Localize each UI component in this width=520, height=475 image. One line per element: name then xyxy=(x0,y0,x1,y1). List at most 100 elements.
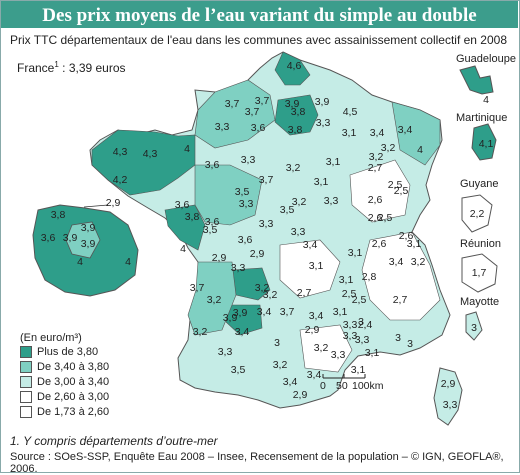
department-value: 4 xyxy=(184,143,190,155)
guyane-value: 2,2 xyxy=(469,208,485,220)
department-value: 3,9 xyxy=(222,312,238,324)
reunion-shape xyxy=(461,253,498,293)
martinique-shape xyxy=(471,123,497,161)
france-value: : 3,39 euros xyxy=(58,61,126,75)
title-bar: Des prix moyens de l’eau variant du simp… xyxy=(1,1,518,28)
idf-value: 3,8 xyxy=(50,209,66,221)
mayotte-name: Mayotte xyxy=(460,296,500,308)
reunion-value: 1,7 xyxy=(471,267,487,279)
martinique-name: Martinique xyxy=(456,112,508,124)
department-value: 3,8 xyxy=(287,124,303,136)
department-value: 2,6 xyxy=(367,212,383,224)
legend-label: De 3,40 à 3,80 xyxy=(37,361,110,373)
idf-value: 4 xyxy=(125,256,131,268)
department-value: 3,8 xyxy=(184,211,200,223)
department-value: 2,5 xyxy=(393,185,409,197)
legend-swatch xyxy=(20,406,32,418)
legend-label: De 1,73 à 2,60 xyxy=(37,406,110,418)
france-label: France xyxy=(17,61,55,75)
footnote: 1. Y compris départements d’outre-mer xyxy=(10,434,218,448)
department-value: 3,3 xyxy=(238,198,254,210)
reunion-name: Réunion xyxy=(460,238,501,250)
department-value: 4,3 xyxy=(142,148,158,160)
department-value: 4 xyxy=(417,144,423,156)
department-value: 3,1 xyxy=(308,260,324,272)
department-value: 3 xyxy=(358,316,364,328)
department-value: 3,7 xyxy=(189,282,205,294)
department-value: 3,7 xyxy=(224,98,240,110)
department-value: 3,6 xyxy=(237,234,253,246)
zone-normandy xyxy=(194,79,276,149)
scale-label-0: 0 xyxy=(320,380,326,392)
department-value: 4,3 xyxy=(112,146,128,158)
department-value: 3,1 xyxy=(325,156,341,168)
department-value: 3,3 xyxy=(323,195,339,207)
department-value: 2,9 xyxy=(211,252,227,264)
department-value: 3,4 xyxy=(306,369,322,381)
source-text: Source : SOeS-SSP, Enquête Eau 2008 – In… xyxy=(10,451,504,475)
department-value: 3,2 xyxy=(380,142,396,154)
department-value: 3,2 xyxy=(313,342,329,354)
department-value: 3,4 xyxy=(388,256,404,268)
scale-label-50: 50 xyxy=(336,380,348,392)
corsica-value: 3,3 xyxy=(442,399,458,411)
department-value: 2,9 xyxy=(249,248,265,260)
zone-massif xyxy=(279,239,341,299)
legend-label: De 3,00 à 3,40 xyxy=(37,376,110,388)
department-value: 3,3 xyxy=(240,154,256,166)
zone-aquitaine xyxy=(187,261,237,336)
map-subtitle: Prix TTC départementaux de l'eau dans le… xyxy=(10,33,507,47)
department-value: 3,7 xyxy=(258,174,274,186)
legend-item: De 1,73 à 2,60 xyxy=(20,406,109,418)
department-value: 3,6 xyxy=(204,159,220,171)
zone-north xyxy=(274,51,311,86)
department-value: 2,9 xyxy=(292,389,308,401)
department-value: 3,3 xyxy=(330,349,346,361)
department-value: 3,2 xyxy=(272,359,288,371)
department-value: 2,5 xyxy=(341,288,357,300)
legend-swatch xyxy=(20,391,32,403)
department-value: 4 xyxy=(180,243,186,255)
department-value: 3,1 xyxy=(338,274,354,286)
department-value: 2,7 xyxy=(367,162,383,174)
department-value: 3,3 xyxy=(217,346,233,358)
department-value: 3,9 xyxy=(232,307,248,319)
department-value: 3,3 xyxy=(354,334,370,346)
guadeloupe-value: 4 xyxy=(483,94,489,106)
department-value: 2,8 xyxy=(361,271,377,283)
guadeloupe-shape xyxy=(459,65,494,95)
department-value: 3 xyxy=(395,332,401,344)
zone-languedoc xyxy=(299,324,353,373)
idf-value: 3,9 xyxy=(62,232,78,244)
department-value: 3,1 xyxy=(350,364,366,376)
department-value: 3,3 xyxy=(342,319,358,331)
department-value: 3,9 xyxy=(314,96,330,108)
idf-inset-inner xyxy=(65,221,101,259)
department-value: 3,3 xyxy=(315,117,331,129)
department-value: 3,1 xyxy=(332,306,348,318)
scale-label-100: 100km xyxy=(352,380,384,392)
department-value: 4,5 xyxy=(342,106,358,118)
france-average: France1 : 3,39 euros xyxy=(17,60,126,75)
department-value: 2,5 xyxy=(351,294,367,306)
department-value: 3,2 xyxy=(368,151,384,163)
france-sup: 1 xyxy=(54,60,59,69)
department-value: 3,7 xyxy=(254,95,270,107)
idf-value: 3,6 xyxy=(40,232,56,244)
zone-loire xyxy=(194,164,263,226)
legend-title: (En euro/m³) xyxy=(20,332,82,344)
department-value: 3,2 xyxy=(254,282,270,294)
department-value: 3,5 xyxy=(230,364,246,376)
legend-swatch xyxy=(20,361,32,373)
department-value: 3,5 xyxy=(202,224,218,236)
department-value: 3,9 xyxy=(284,98,300,110)
corsica-outline xyxy=(433,367,463,426)
department-value: 3,2 xyxy=(410,256,426,268)
zone-alsace xyxy=(391,101,441,166)
department-value: 2,6 xyxy=(367,194,383,206)
department-value: 3,6 xyxy=(204,216,220,228)
department-value: 3,4 xyxy=(282,376,298,388)
guadeloupe-name: Guadeloupe xyxy=(456,53,516,65)
department-value: 3,1 xyxy=(341,127,357,139)
